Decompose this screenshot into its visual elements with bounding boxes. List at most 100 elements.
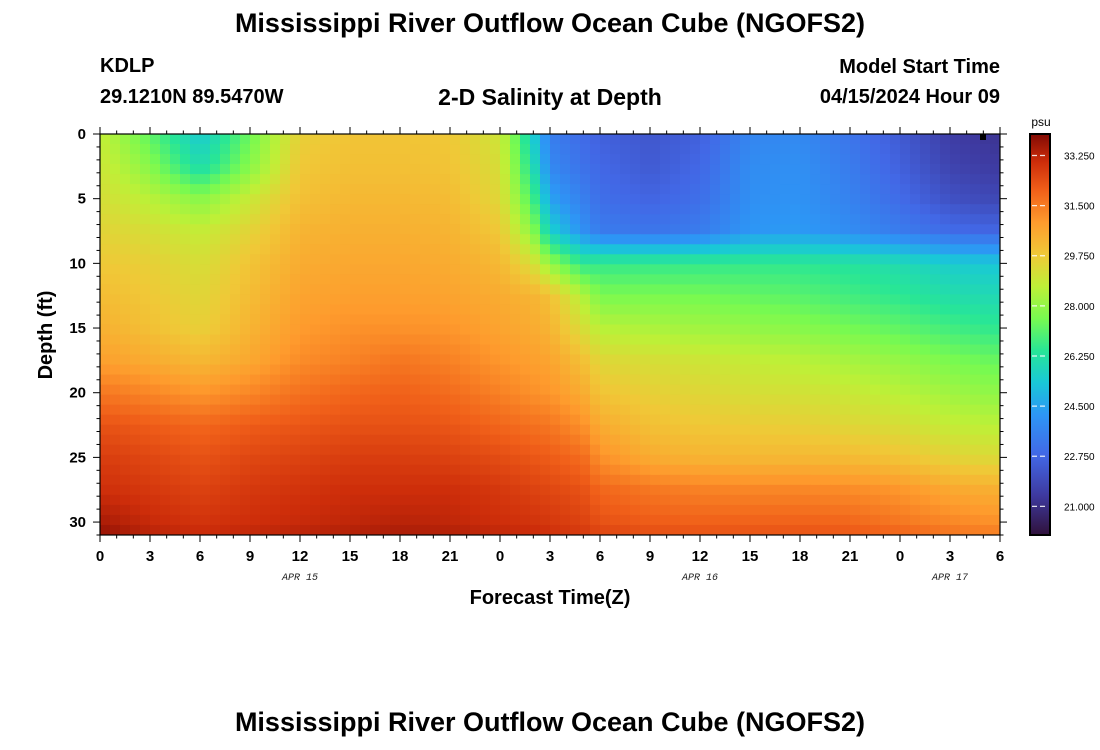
heatmap-cell [610,314,621,326]
heatmap-cell [680,364,691,376]
heatmap-cell [240,354,251,366]
heatmap-cell [560,314,571,326]
heatmap-cell [930,444,941,456]
heatmap-cell [250,484,261,496]
heatmap-cell [100,394,111,406]
heatmap-cell [230,464,241,476]
heatmap-cell [830,424,841,436]
heatmap-cell [550,354,561,366]
heatmap-cell [480,394,491,406]
heatmap-cell [280,434,291,446]
heatmap-cell [110,274,121,285]
heatmap-cell [240,214,251,225]
heatmap-cell [460,484,471,496]
heatmap-cell [950,394,961,406]
heatmap-cell [160,374,171,386]
heatmap-cell [670,264,681,275]
heatmap-cell [170,194,181,205]
heatmap-cell [170,404,181,416]
heatmap-cell [340,404,351,416]
heatmap-cell [860,364,871,376]
heatmap-cell [830,364,841,376]
heatmap-cell [600,374,611,386]
heatmap-cell [100,254,111,265]
heatmap-cell [630,364,641,376]
heatmap-cell [990,524,1000,535]
heatmap-cell [300,354,311,366]
heatmap-cell [340,174,351,185]
heatmap-cell [320,294,331,306]
heatmap-cell [270,254,281,265]
heatmap-cell [680,354,691,366]
heatmap-cell [790,314,801,326]
heatmap-cell [690,414,701,426]
heatmap-cell [840,404,851,416]
heatmap-cell [950,344,961,356]
heatmap-cell [510,274,521,285]
heatmap-cell [450,134,461,145]
heatmap-cell [270,304,281,316]
x-tick-label: 3 [546,548,554,565]
heatmap-cell [580,444,591,456]
heatmap-cell [630,304,641,316]
heatmap-cell [160,294,171,306]
date-labels: APR 15 APR 16 APR 17 [281,573,968,584]
heatmap-cell [110,234,121,245]
heatmap-cell [380,144,391,155]
heatmap-cell [250,524,261,535]
heatmap-cell [770,444,781,456]
heatmap-cell [240,204,251,215]
heatmap-cell [540,304,551,316]
heatmap-cell [870,214,881,225]
heatmap-cell [350,404,361,416]
heatmap-cell [910,444,921,456]
x-axis-tick-labels: 0 3 6 9 12 15 18 21 0 3 6 9 12 15 18 21 0 3 6 [96,548,1004,565]
heatmap-cell [450,194,461,205]
heatmap-cell [960,294,971,306]
heatmap-cell [410,354,421,366]
heatmap-cell [790,454,801,466]
heatmap-cell [720,294,731,306]
heatmap-cell [730,304,741,316]
heatmap-cell [230,434,241,446]
heatmap-cell [410,154,421,165]
heatmap-cell [900,504,911,516]
heatmap-cell [120,394,131,406]
heatmap-cell [370,244,381,255]
heatmap-cell [640,144,651,155]
heatmap-cell [110,214,121,225]
heatmap-cell [170,304,181,316]
heatmap-cell [540,434,551,446]
heatmap-cell [540,254,551,265]
heatmap-cell [310,404,321,416]
heatmap-cell [180,474,191,486]
heatmap-cell [890,284,901,296]
heatmap-cell [530,464,541,476]
heatmap-cell [370,294,381,306]
heatmap-cell [480,504,491,516]
heatmap-cell [830,524,841,535]
heatmap-cell [590,294,601,306]
heatmap-cell [690,444,701,456]
heatmap-cell [130,354,141,366]
heatmap-cell [260,524,271,535]
heatmap-cell [520,294,531,306]
heatmap-cell [130,244,141,255]
heatmap-cell [420,254,431,265]
heatmap-cell [410,434,421,446]
heatmap-cell [250,264,261,275]
heatmap-cell [950,274,961,285]
heatmap-cell [230,294,241,306]
heatmap-cell [270,334,281,346]
heatmap-cell [530,234,541,245]
heatmap-cell [430,424,441,436]
heatmap-cell [820,194,831,205]
heatmap-cell [510,414,521,426]
heatmap-cell [910,244,921,255]
heatmap-cell [520,144,531,155]
heatmap-cell [480,464,491,476]
heatmap-cell [230,174,241,185]
heatmap-cell [170,484,181,496]
heatmap-cell [370,264,381,275]
heatmap-cell [520,514,531,526]
